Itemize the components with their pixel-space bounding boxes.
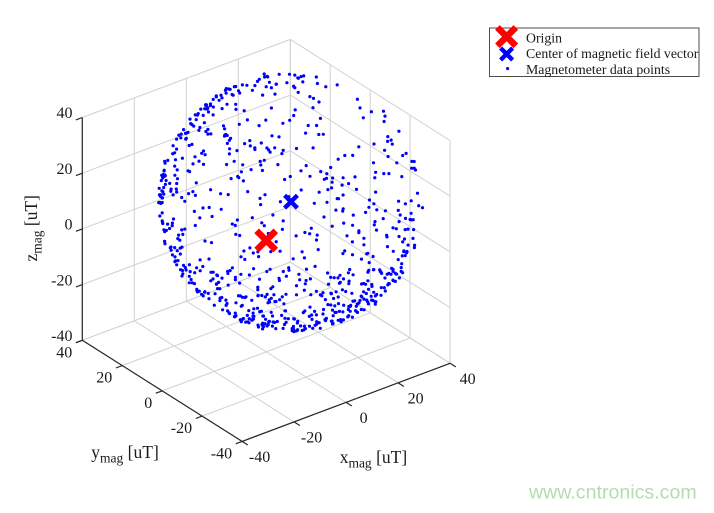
svg-text:-20: -20: [301, 429, 322, 446]
svg-text:www.cntronics.com: www.cntronics.com: [528, 482, 697, 504]
svg-text:20: 20: [96, 370, 112, 387]
svg-text:40: 40: [57, 105, 73, 122]
svg-text:Center of magnetic field vecto: Center of magnetic field vector: [526, 46, 699, 61]
svg-text:-40: -40: [51, 328, 72, 345]
svg-text:Origin: Origin: [526, 31, 562, 46]
svg-text:0: 0: [65, 217, 73, 234]
svg-text:0: 0: [144, 395, 152, 412]
svg-text:-40: -40: [249, 449, 270, 466]
svg-text:40: 40: [460, 371, 476, 388]
svg-text:Magnetometer data points: Magnetometer data points: [526, 62, 670, 77]
svg-text:20: 20: [57, 161, 73, 178]
svg-text:0: 0: [360, 410, 368, 427]
svg-text:40: 40: [56, 344, 72, 361]
svg-text:-40: -40: [211, 445, 232, 462]
svg-text:-20: -20: [51, 272, 72, 289]
svg-text:-20: -20: [171, 420, 192, 437]
svg-text:20: 20: [408, 390, 424, 407]
